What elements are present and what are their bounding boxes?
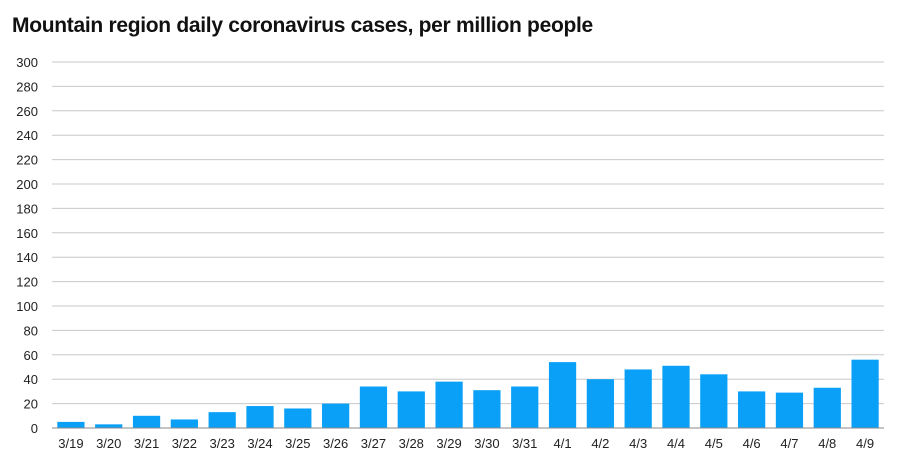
- bar: [511, 386, 539, 428]
- x-tick-label: 3/20: [96, 436, 121, 451]
- x-tick-label: 3/25: [285, 436, 310, 451]
- bar: [435, 381, 463, 428]
- y-tick-label: 240: [16, 128, 38, 143]
- y-tick-label: 80: [24, 323, 38, 338]
- y-tick-label: 160: [16, 226, 38, 241]
- x-tick-label: 3/23: [210, 436, 235, 451]
- bar: [624, 369, 652, 428]
- bar: [775, 392, 804, 428]
- x-tick-label: 3/21: [134, 436, 159, 451]
- x-tick-label: 4/3: [629, 436, 647, 451]
- x-tick-label: 4/8: [818, 436, 836, 451]
- bar: [284, 408, 312, 428]
- bar: [359, 386, 388, 428]
- x-tick-label: 3/19: [58, 436, 83, 451]
- y-tick-label: 140: [16, 250, 38, 265]
- bar: [700, 374, 728, 428]
- y-tick-label: 180: [16, 201, 38, 216]
- x-tick-label: 3/31: [512, 436, 537, 451]
- x-tick-label: 4/7: [780, 436, 798, 451]
- bar: [473, 390, 501, 428]
- y-tick-label: 260: [16, 104, 38, 119]
- bar: [738, 391, 766, 428]
- bar: [851, 359, 879, 428]
- y-tick-label: 120: [16, 275, 38, 290]
- x-tick-label: 3/24: [247, 436, 272, 451]
- y-tick-label: 280: [16, 79, 38, 94]
- bar: [586, 379, 614, 428]
- bar: [170, 419, 198, 428]
- x-tick-label: 4/9: [856, 436, 874, 451]
- bar: [132, 415, 161, 428]
- bar: [246, 406, 274, 428]
- y-tick-label: 60: [24, 348, 38, 363]
- chart-title: Mountain region daily coronavirus cases,…: [12, 14, 593, 37]
- y-tick-label: 20: [24, 397, 38, 412]
- y-tick-label: 220: [16, 153, 38, 168]
- bar: [548, 362, 577, 428]
- bar: [813, 387, 841, 428]
- x-tick-label: 4/2: [591, 436, 609, 451]
- y-tick-label: 0: [31, 421, 38, 436]
- bar: [397, 391, 425, 428]
- x-tick-label: 3/28: [399, 436, 424, 451]
- x-tick-label: 3/29: [436, 436, 461, 451]
- x-tick-label: 3/27: [361, 436, 386, 451]
- x-tick-label: 4/5: [705, 436, 723, 451]
- x-tick-label: 4/4: [667, 436, 685, 451]
- bar: [57, 421, 85, 428]
- y-tick-label: 100: [16, 299, 38, 314]
- x-tick-label: 4/6: [743, 436, 761, 451]
- y-tick-label: 200: [16, 177, 38, 192]
- bar: [662, 365, 690, 428]
- x-tick-label: 4/1: [554, 436, 572, 451]
- bar: [208, 412, 236, 428]
- x-tick-label: 3/26: [323, 436, 348, 451]
- x-tick-label: 3/30: [474, 436, 499, 451]
- x-tick-label: 3/22: [172, 436, 197, 451]
- y-tick-label: 300: [16, 55, 38, 70]
- y-tick-label: 40: [24, 372, 38, 387]
- bar: [95, 424, 123, 428]
- bar: [322, 403, 350, 428]
